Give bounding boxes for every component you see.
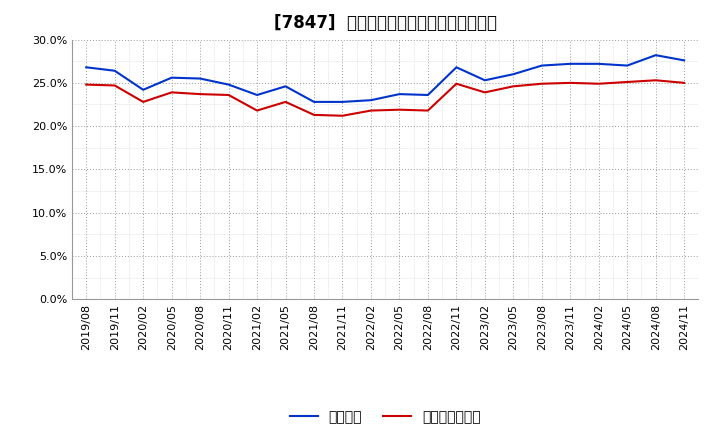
固定長期適合率 xyxy=(509,84,518,89)
固定比率 xyxy=(310,99,318,105)
固定比率 xyxy=(196,76,204,81)
固定比率 xyxy=(509,72,518,77)
固定長期適合率 xyxy=(537,81,546,86)
Line: 固定比率: 固定比率 xyxy=(86,55,684,102)
固定比率 xyxy=(395,92,404,97)
固定比率 xyxy=(680,58,688,63)
固定長期適合率 xyxy=(595,81,603,86)
固定比率 xyxy=(623,63,631,68)
固定比率 xyxy=(82,65,91,70)
固定長期適合率 xyxy=(623,79,631,84)
固定長期適合率 xyxy=(452,81,461,86)
固定比率 xyxy=(110,68,119,73)
固定比率 xyxy=(452,65,461,70)
Title: [7847]  固定比率、固定長期適合率の推移: [7847] 固定比率、固定長期適合率の推移 xyxy=(274,15,497,33)
固定比率 xyxy=(139,87,148,92)
固定長期適合率 xyxy=(566,80,575,85)
固定長期適合率 xyxy=(366,108,375,113)
固定長期適合率 xyxy=(282,99,290,105)
固定比率 xyxy=(537,63,546,68)
固定長期適合率 xyxy=(310,112,318,117)
固定比率 xyxy=(282,84,290,89)
固定比率 xyxy=(225,82,233,87)
固定長期適合率 xyxy=(652,77,660,83)
固定長期適合率 xyxy=(680,80,688,85)
固定比率 xyxy=(366,98,375,103)
固定長期適合率 xyxy=(395,107,404,112)
Line: 固定長期適合率: 固定長期適合率 xyxy=(86,80,684,116)
固定長期適合率 xyxy=(139,99,148,105)
Legend: 固定比率, 固定長期適合率: 固定比率, 固定長期適合率 xyxy=(284,405,486,430)
固定長期適合率 xyxy=(167,90,176,95)
固定比率 xyxy=(595,61,603,66)
固定比率 xyxy=(423,92,432,98)
固定長期適合率 xyxy=(480,90,489,95)
固定長期適合率 xyxy=(196,92,204,97)
固定比率 xyxy=(167,75,176,81)
固定比率 xyxy=(338,99,347,105)
固定長期適合率 xyxy=(253,108,261,113)
固定長期適合率 xyxy=(338,113,347,118)
固定長期適合率 xyxy=(82,82,91,87)
固定比率 xyxy=(566,61,575,66)
固定長期適合率 xyxy=(110,83,119,88)
固定長期適合率 xyxy=(225,92,233,98)
固定比率 xyxy=(480,77,489,83)
固定比率 xyxy=(652,52,660,58)
固定比率 xyxy=(253,92,261,98)
固定長期適合率 xyxy=(423,108,432,113)
